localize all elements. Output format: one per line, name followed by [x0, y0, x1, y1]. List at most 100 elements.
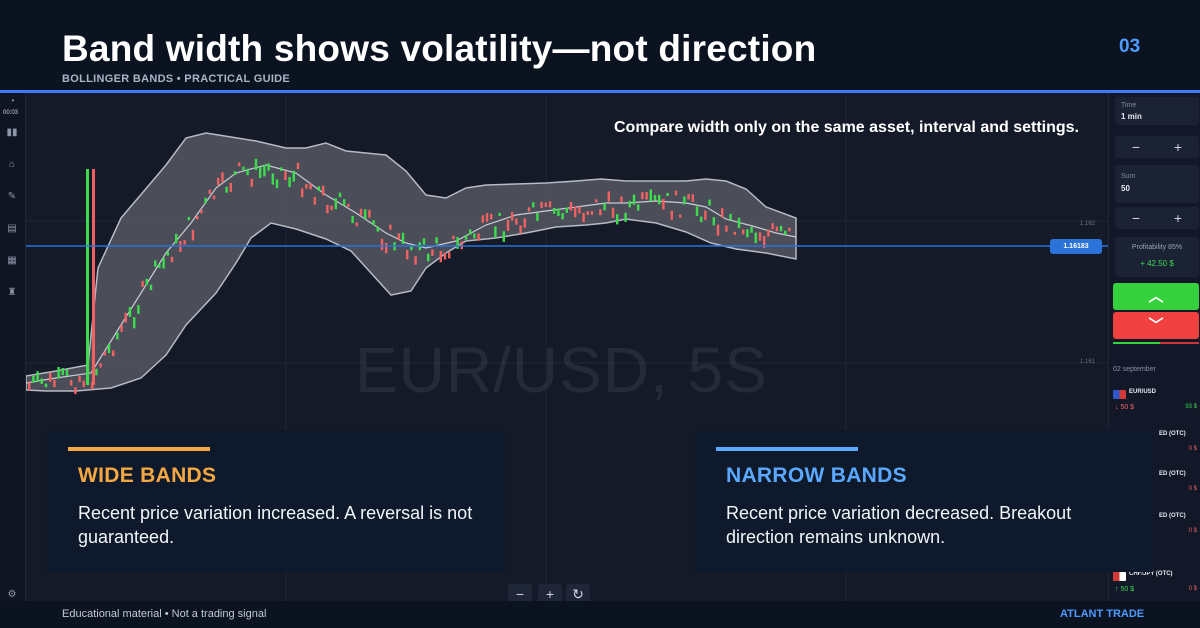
home-icon[interactable]: ⌂ [8, 159, 16, 170]
candle [616, 214, 619, 225]
time-decrease-button[interactable]: − [1131, 139, 1141, 155]
wide-bands-card: WIDE BANDS Recent price variation increa… [46, 430, 506, 572]
trophy-icon[interactable]: ♜ [7, 287, 17, 298]
time-field[interactable]: Time 1 min [1115, 97, 1199, 125]
profitability-box: Profitability 85% + 42.50 $ [1115, 237, 1199, 277]
time-label: Time [1121, 102, 1137, 109]
candle [406, 250, 409, 260]
candle [431, 249, 434, 256]
trade-asset-name: CHF/JPY (OTC) [1129, 571, 1173, 577]
reset-zoom-button[interactable]: ↻ [566, 584, 590, 601]
candle [229, 183, 232, 192]
candle [758, 232, 762, 241]
slide-header: Band width shows volatility—not directio… [0, 0, 1200, 93]
candle [149, 284, 153, 290]
trade-item-1[interactable]: EUR/USD ↓ 50 $ 93 $ [1113, 387, 1199, 425]
candle [309, 183, 312, 190]
candle [590, 211, 594, 215]
candle [380, 238, 384, 251]
candle [112, 350, 115, 357]
call-up-button[interactable]: ︿ [1113, 283, 1199, 310]
candle [561, 213, 564, 220]
candle [502, 231, 505, 242]
narrow-bands-title: NARROW BANDS [726, 464, 907, 487]
narrow-bands-text: Recent price variation decreased. Breako… [726, 503, 1072, 547]
timer-icon[interactable]: ◔ [8, 96, 16, 107]
candle [103, 351, 106, 356]
candle [200, 209, 203, 214]
candle [158, 264, 161, 268]
candle [624, 212, 627, 222]
candle [632, 194, 636, 205]
candle [343, 199, 346, 206]
candle [92, 169, 95, 385]
sum-increase-button[interactable]: + [1173, 210, 1183, 226]
candle [763, 236, 766, 248]
candle [775, 226, 778, 232]
candle [620, 196, 623, 203]
candle [687, 194, 690, 200]
candle [695, 206, 699, 216]
candle [317, 186, 321, 191]
trade-item-2[interactable]: ED (OTC) 0 $ [1113, 429, 1199, 467]
trade-item-3[interactable]: ED (OTC) 0 $ [1113, 469, 1199, 507]
trade-payout: 0 $ [1188, 486, 1197, 492]
candle [91, 382, 94, 390]
sentiment-bar [1113, 342, 1199, 344]
candle [389, 224, 392, 230]
candle [364, 209, 367, 219]
settings-icon[interactable]: ⚙ [7, 589, 17, 600]
candle [359, 208, 363, 216]
trade-item-5[interactable]: CHF/JPY (OTC) ↑ 50 $ 0 $ [1113, 569, 1199, 601]
candle [448, 252, 451, 259]
candle [662, 198, 665, 210]
sum-value: 50 [1121, 184, 1130, 193]
candle [145, 278, 148, 286]
candle [301, 188, 304, 198]
candle [271, 173, 274, 185]
candle [166, 251, 169, 256]
candle [238, 162, 241, 167]
profitability-label: Profitability 85% [1131, 244, 1183, 251]
candle [725, 225, 728, 232]
draw-tool-icon[interactable]: ✎ [7, 191, 17, 202]
candle [666, 192, 669, 196]
timer-readout: 00:03 [3, 110, 19, 116]
candle [553, 208, 556, 214]
zoom-out-button[interactable]: − [508, 584, 532, 601]
price-axis-label-lower: 1.161 [1080, 359, 1096, 365]
sentiment-bar-fill [1113, 342, 1161, 344]
trade-item-4[interactable]: ED (OTC) 0 $ [1113, 511, 1199, 549]
trade-payout: 0 $ [1188, 528, 1197, 534]
price-axis-label-upper: 1.162 [1080, 221, 1096, 227]
trade-asset-name: ED (OTC) [1159, 471, 1186, 477]
flag-icon [1113, 390, 1126, 399]
candle [532, 202, 535, 208]
flag-icon [1113, 572, 1126, 581]
candle [288, 177, 291, 187]
candles-icon[interactable]: ▮▮ [6, 127, 18, 138]
zoom-in-button[interactable]: + [538, 584, 562, 601]
candle [183, 240, 186, 245]
document-icon[interactable]: ▤ [7, 223, 17, 234]
slide-footer: Educational material • Not a trading sig… [0, 601, 1200, 628]
page-title: Band width shows volatility—not directio… [62, 28, 817, 69]
candle [729, 213, 732, 220]
sum-decrease-button[interactable]: − [1131, 210, 1141, 226]
candle [49, 372, 52, 382]
calendar-icon[interactable]: ▦ [7, 255, 17, 266]
candle [267, 163, 270, 171]
candle [607, 191, 610, 202]
candle [481, 215, 484, 223]
candle [771, 223, 774, 230]
sum-field[interactable]: Sum 50 [1115, 165, 1199, 203]
candle [569, 202, 573, 211]
candle [750, 227, 753, 233]
time-increase-button[interactable]: + [1173, 139, 1183, 155]
candle [280, 167, 283, 171]
candle [116, 332, 119, 340]
candle [204, 197, 207, 204]
candle [742, 229, 745, 235]
candle [141, 280, 144, 287]
put-down-button[interactable]: ﹀ [1113, 312, 1199, 339]
